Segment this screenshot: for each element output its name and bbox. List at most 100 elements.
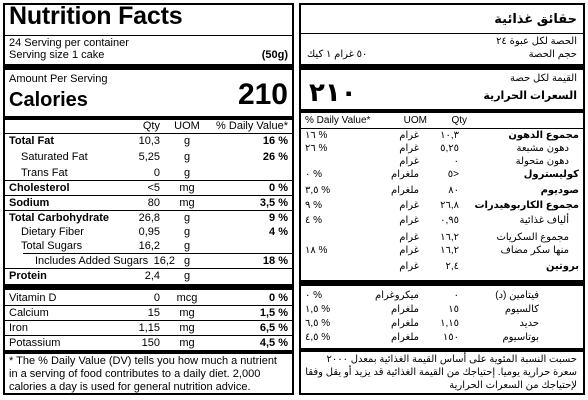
nutrient-qty: ٠ xyxy=(453,290,459,301)
nutrient-uom: غرام xyxy=(399,156,419,167)
nutrient-qty: ٨٠ xyxy=(448,185,459,196)
nutrient-dv: 4,5 % xyxy=(259,337,288,349)
nutrition-facts-title: Nutrition Facts xyxy=(9,3,183,30)
calories-value-arabic: ٢١٠ xyxy=(309,77,357,107)
divider xyxy=(5,180,292,181)
nutrient-dv: 0 % xyxy=(269,182,288,194)
nutrient-row-cholesterol-arabic: كوليسترول <٥ ملغرام % ٠ xyxy=(305,169,579,182)
nutrient-dv: % ٠ xyxy=(305,169,323,180)
nutrient-qty: 15 xyxy=(147,307,160,319)
nutrient-uom: ملغرام xyxy=(391,185,419,196)
divider xyxy=(5,133,292,134)
calories-label-arabic: السعرات الحرارية xyxy=(483,90,577,102)
nutrient-qty: 16,2 xyxy=(138,240,160,252)
nutrient-name: Vitamin D xyxy=(9,292,57,304)
nutrient-qty: 150 xyxy=(141,337,160,349)
micronutrient-row-iron: Iron 1,15 mg 6,5 % xyxy=(9,322,288,335)
nutrient-dv: % ٩ xyxy=(305,200,323,211)
nutrient-row-sodium: Sodium 80 mg 3,5 % xyxy=(9,197,288,210)
nutrient-row-added-sugars: Includes Added Sugars 16,2 g 18 % xyxy=(9,255,288,268)
nutrient-name: Cholesterol xyxy=(9,182,70,194)
divider xyxy=(23,253,292,254)
nutrient-name: Trans Fat xyxy=(21,167,68,179)
nutrient-qty: ٢٦,٨ xyxy=(440,200,459,211)
nutrient-qty: 1,15 xyxy=(138,322,160,334)
nutrient-uom: ملغرام xyxy=(391,304,419,315)
nutrient-row-total-sugars-arabic: مجموع السكريات ١٦,٢ غرام xyxy=(305,232,579,245)
nutrient-name: Calcium xyxy=(9,307,49,319)
nutrient-uom: ملغرام xyxy=(391,332,419,343)
nutrient-qty: ١٦,٢ xyxy=(440,232,459,243)
footnote-arabic: حسبت النسبة المئوية على أساس القيمة الغذ… xyxy=(305,354,577,391)
nutrient-qty: 16,2 xyxy=(153,255,175,267)
nutrient-uom: غرام xyxy=(399,215,419,226)
nutrient-dv: 6,5 % xyxy=(259,322,288,334)
nutrient-uom: غرام xyxy=(399,232,419,243)
nutrient-dv: % ١,٥ xyxy=(305,304,331,315)
english-nutrition-panel: Nutrition Facts 24 Serving per container… xyxy=(3,3,294,395)
nutrient-qty: 2,4 xyxy=(144,270,160,282)
nutrient-row-sodium-arabic: صوديوم ٨٠ ملغرام % ٣,٥ xyxy=(305,185,579,198)
nutrient-qty: 10,3 xyxy=(138,135,160,147)
nutrient-dv: 4 % xyxy=(269,226,288,238)
micronutrient-row-potassium: Potassium 150 mg 4,5 % xyxy=(9,337,288,350)
nutrient-uom: غرام xyxy=(399,200,419,211)
thick-divider xyxy=(5,116,292,120)
divider xyxy=(5,335,292,336)
nutrient-row-saturated-fat-arabic: دهون مشبعة ٥,٢٥ غرام % ٢٦ xyxy=(305,143,579,156)
nutrient-row-cholesterol: Cholesterol <5 mg 0 % xyxy=(9,182,288,195)
nutrient-dv: % ٦,٥ xyxy=(305,318,331,329)
nutrient-name: Dietary Fiber xyxy=(21,226,84,238)
nutrient-qty: ٠,٩٥ xyxy=(440,215,459,226)
nutrient-row-protein-arabic: بروتين ٢,٤ غرام xyxy=(305,261,579,274)
calories-value: 210 xyxy=(237,78,288,111)
nutrient-name: صوديوم xyxy=(540,185,579,196)
nutrient-qty: 80 xyxy=(147,197,160,209)
nutrient-dv: 9 % xyxy=(269,212,288,224)
column-headers: Qty UOM % Daily Value* xyxy=(9,120,288,133)
nutrient-uom: ملغرام xyxy=(391,169,419,180)
nutrient-name: Iron xyxy=(9,322,28,334)
thick-divider xyxy=(5,350,292,354)
nutrient-name: Saturated Fat xyxy=(21,151,88,163)
nutrient-row-dietary-fiber: Dietary Fiber 0,95 g 4 % xyxy=(9,226,288,239)
header-daily-value: % Daily Value* xyxy=(305,115,371,126)
calories-label: Calories xyxy=(9,89,88,111)
nutrient-name: Total Sugars xyxy=(21,240,83,252)
nutrient-row-added-sugars-arabic: منها سكر مضاف ١٦,٢ غرام % ١٨ xyxy=(305,245,579,258)
nutrient-name: مجموع الكاربوهيدرات xyxy=(474,200,579,211)
divider xyxy=(5,320,292,321)
nutrient-qty: ٢,٤ xyxy=(445,261,459,272)
header-daily-value: % Daily Value* xyxy=(216,120,288,132)
micronutrient-row-vitamin-d: Vitamin D 0 mcg 0 % xyxy=(9,292,288,305)
nutrient-uom: mcg xyxy=(176,292,198,304)
nutrient-qty: 0 xyxy=(153,292,160,304)
nutrient-uom: mg xyxy=(179,197,195,209)
nutrient-qty: ١٥٠ xyxy=(442,332,459,343)
nutrient-name: حديد xyxy=(519,318,539,329)
nutrient-name: بوتاسيوم xyxy=(502,332,539,343)
nutrient-qty: ١٦,٢ xyxy=(440,245,459,256)
nutrient-dv: % ٣,٥ xyxy=(305,185,331,196)
nutrient-uom: mg xyxy=(179,322,195,334)
micronutrient-row-calcium: Calcium 15 mg 1,5 % xyxy=(9,307,288,320)
nutrient-dv: 16 % xyxy=(262,135,288,147)
micronutrient-row-calcium-arabic: كالسيوم ١٥ ملغرام % ١,٥ xyxy=(305,304,579,317)
divider xyxy=(5,195,292,196)
header-uom: UOM xyxy=(174,120,200,132)
nutrient-dv: % ٠ xyxy=(305,290,323,301)
thick-divider xyxy=(301,109,583,113)
nutrient-uom: mg xyxy=(179,337,195,349)
nutrient-uom: غرام xyxy=(399,261,419,272)
nutrient-name: Includes Added Sugars xyxy=(35,255,149,267)
nutrient-name: Sodium xyxy=(9,197,50,209)
servings-per-container: 24 Serving per container xyxy=(9,37,129,49)
nutrient-row-total-carbohydrate-arabic: مجموع الكاربوهيدرات ٢٦,٨ غرام % ٩ xyxy=(305,200,579,213)
micronutrient-row-iron-arabic: حديد ١,١٥ ملغرام % ٦,٥ xyxy=(305,318,579,331)
nutrient-uom: ميكروغرام xyxy=(375,290,419,301)
nutrient-dv: 26 % xyxy=(262,151,288,163)
nutrient-qty: <٥ xyxy=(447,169,459,180)
nutrient-uom: g xyxy=(183,212,191,224)
nutrient-dv: % ٤,٥ xyxy=(305,332,331,343)
nutrient-uom: g xyxy=(183,226,191,238)
